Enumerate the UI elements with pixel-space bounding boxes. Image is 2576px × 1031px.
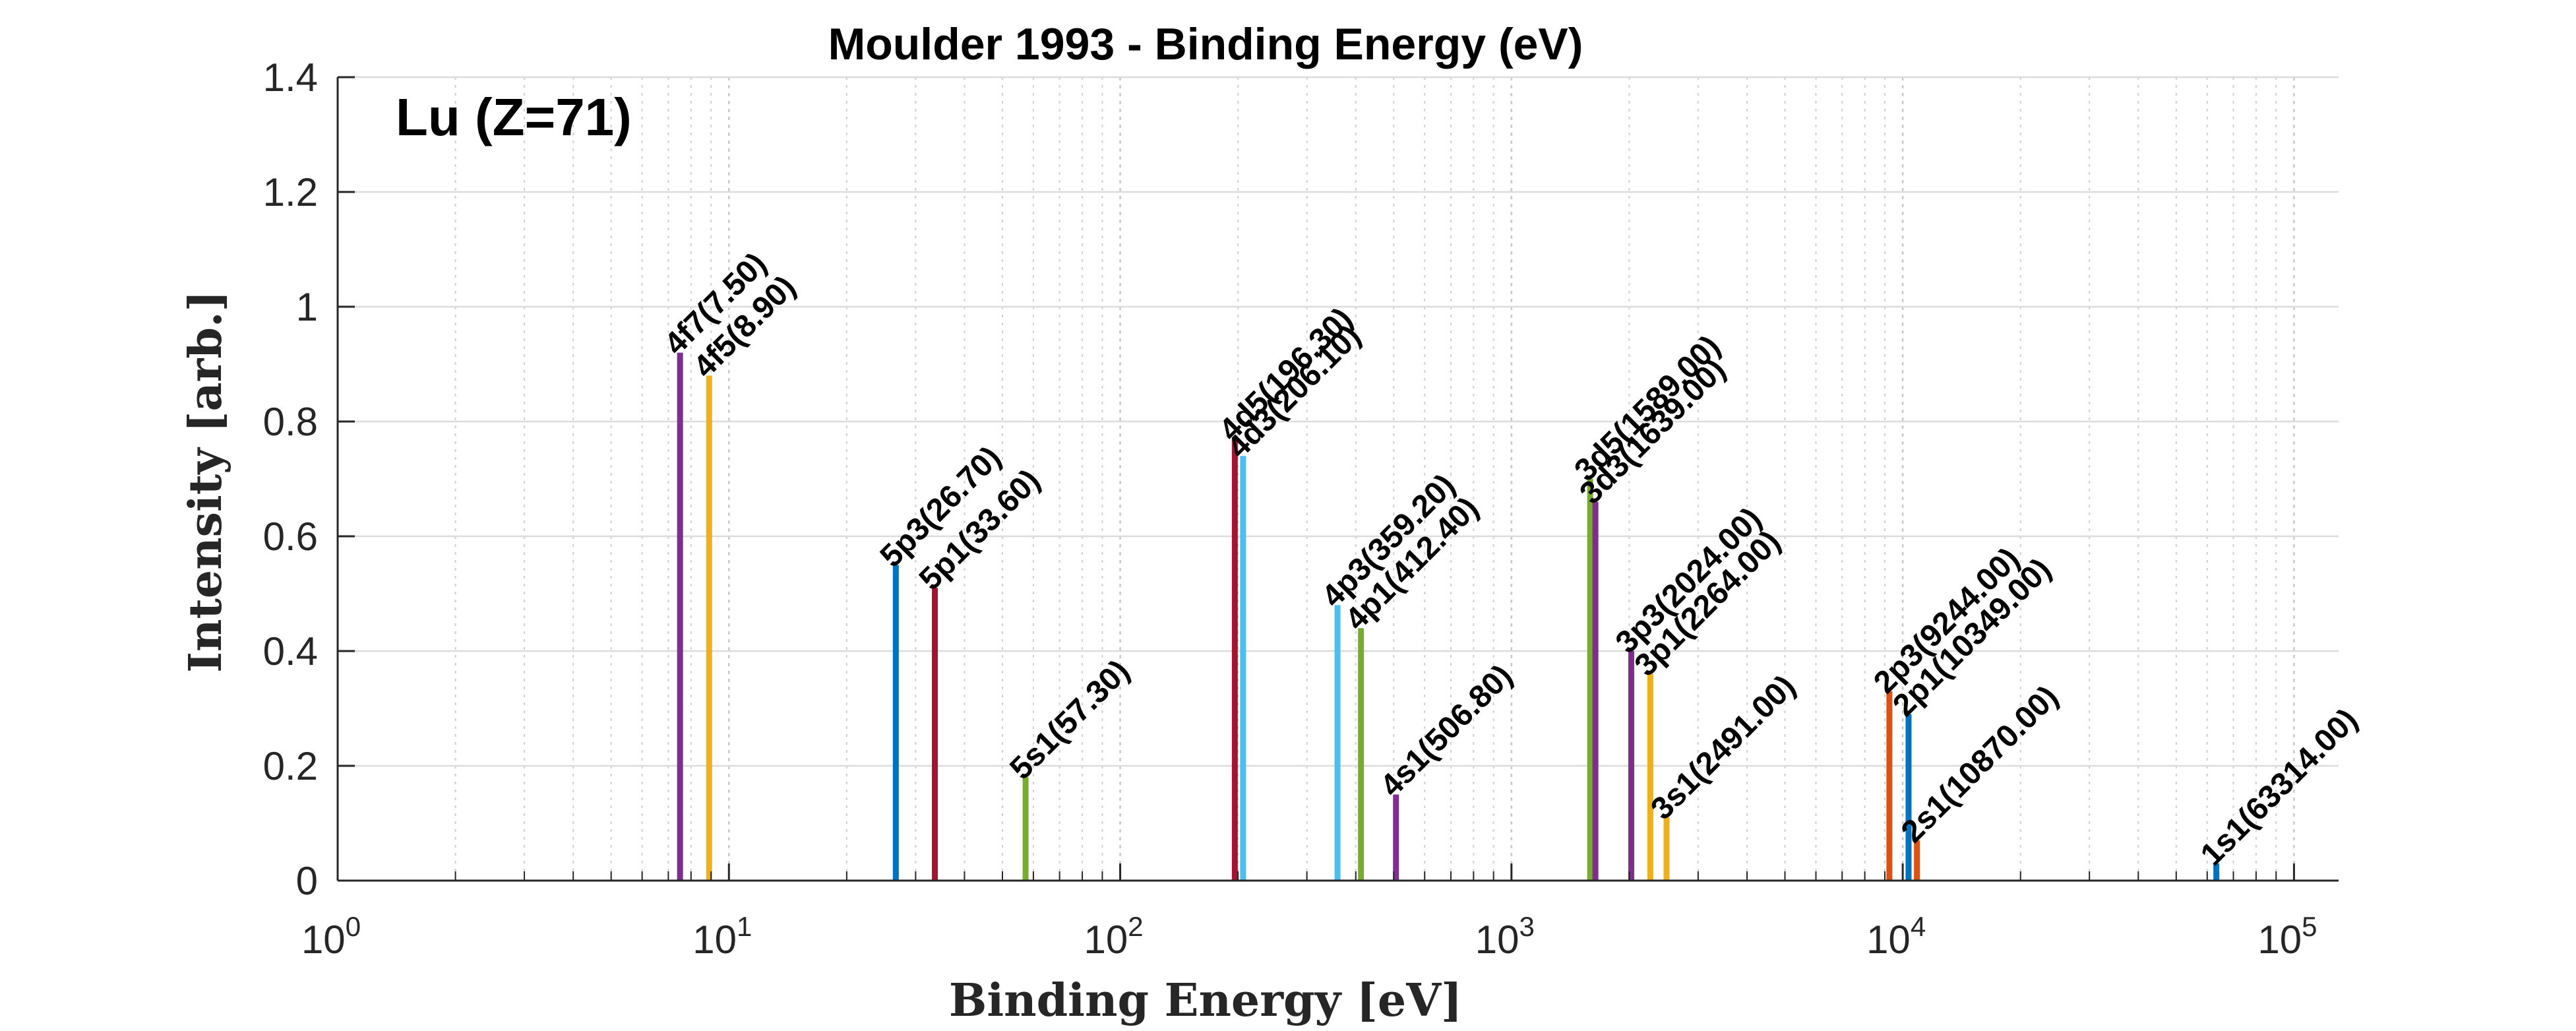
- x-axis-label: Binding Energy [eV]: [949, 974, 1462, 1027]
- y-tick-label: 1: [296, 285, 318, 329]
- x-tick-label: 102: [1084, 911, 1144, 962]
- element-annotation: Lu (Z=71): [396, 88, 632, 146]
- y-tick-label: 1.2: [263, 170, 318, 214]
- y-tick-labels: 0 0.2 0.4 0.6 0.8 1 1.2 1.4: [263, 55, 318, 903]
- y-axis-label: Intensity [arb.]: [179, 290, 232, 673]
- y-tick-label: 1.4: [263, 55, 318, 100]
- y-tick-label: 0.8: [263, 400, 318, 444]
- x-tick-label: 105: [2257, 911, 2317, 962]
- chart-title: Moulder 1993 - Binding Energy (eV): [828, 19, 1583, 69]
- x-tick-label: 101: [692, 911, 752, 962]
- peak-bars: [677, 352, 2220, 881]
- x-tick-label: 104: [1866, 911, 1926, 962]
- x-tick-labels: 100 101 102 103 104 105: [301, 911, 2317, 962]
- axes: [336, 76, 2339, 882]
- y-tick-label: 0.4: [263, 629, 318, 673]
- y-tick-label: 0: [296, 859, 318, 903]
- x-tick-label: 100: [301, 911, 361, 962]
- y-tick-label: 0.6: [263, 515, 318, 559]
- x-tick-label: 103: [1475, 911, 1535, 962]
- y-tick-label: 0.2: [263, 744, 318, 788]
